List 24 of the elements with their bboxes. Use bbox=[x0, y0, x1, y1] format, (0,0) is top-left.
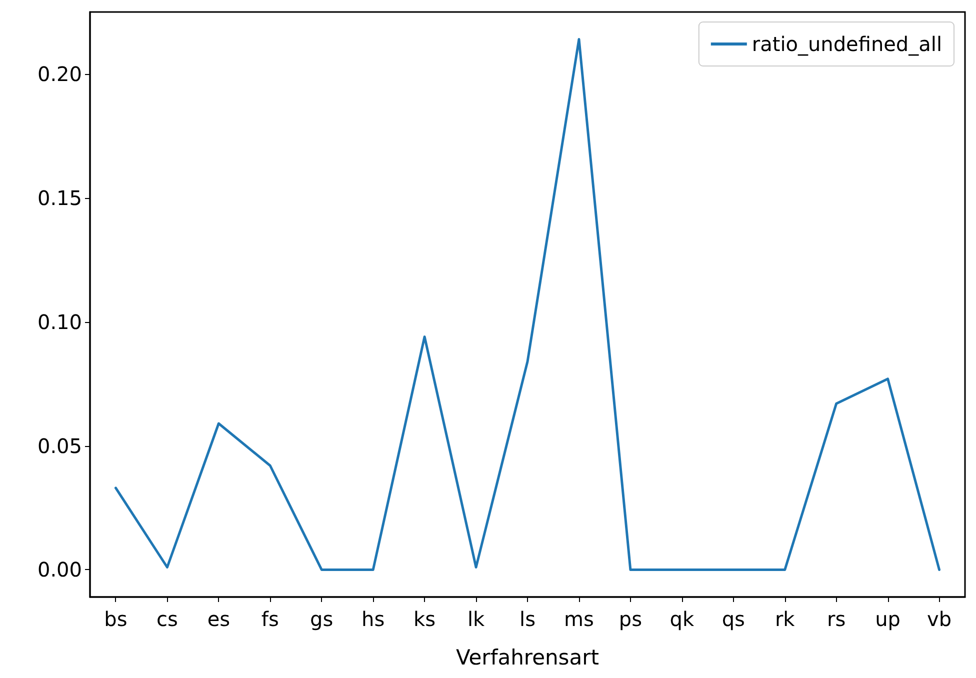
y-tick-label: 0.20 bbox=[37, 62, 82, 86]
x-tick-label: fs bbox=[261, 607, 279, 631]
x-tick-label: rk bbox=[774, 607, 796, 631]
y-tick-label: 0.05 bbox=[37, 434, 82, 458]
x-tick-label: qk bbox=[670, 607, 694, 631]
x-tick-label: up bbox=[875, 607, 900, 631]
x-tick-label: es bbox=[207, 607, 230, 631]
x-tick-label: lk bbox=[467, 607, 486, 631]
x-tick-label: ks bbox=[414, 607, 436, 631]
x-tick-label: hs bbox=[362, 607, 385, 631]
x-tick-label: ps bbox=[618, 607, 642, 631]
x-axis-title: Verfahrensart bbox=[456, 646, 599, 670]
x-tick-label: rs bbox=[826, 607, 846, 631]
x-tick-label: bs bbox=[104, 607, 128, 631]
x-tick-label: ms bbox=[564, 607, 594, 631]
y-tick-label: 0.10 bbox=[37, 310, 82, 334]
x-tick-label: vb bbox=[927, 607, 952, 631]
y-tick-label: 0.15 bbox=[37, 186, 82, 210]
x-tick-label: ls bbox=[520, 607, 536, 631]
x-tick-label: gs bbox=[310, 607, 334, 631]
x-tick-label: qs bbox=[722, 607, 745, 631]
y-tick-label: 0.00 bbox=[37, 558, 82, 582]
x-tick-label: cs bbox=[156, 607, 178, 631]
legend-label: ratio_undefined_all bbox=[752, 32, 942, 56]
